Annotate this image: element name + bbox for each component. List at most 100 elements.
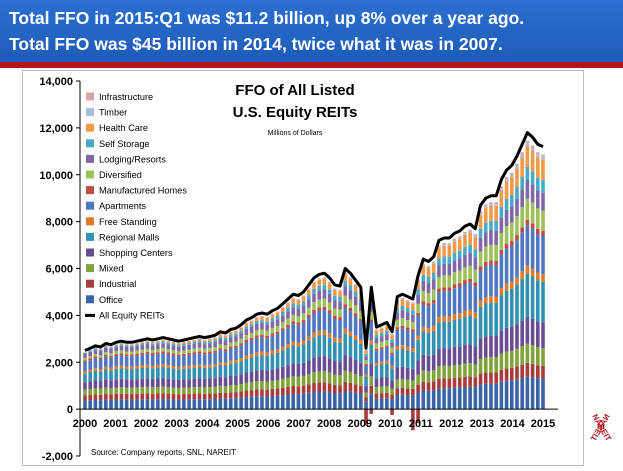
bar-segment bbox=[348, 311, 353, 332]
bar-segment bbox=[385, 363, 389, 377]
chart-legend: Infrastructure Timber Health Care Self Stor… bbox=[85, 92, 187, 320]
bar-segment bbox=[400, 305, 405, 311]
bar-segment bbox=[124, 366, 129, 370]
bar-segment bbox=[161, 364, 165, 367]
bar-segment bbox=[234, 385, 238, 393]
bar-segment bbox=[385, 330, 389, 335]
legend-label: Regional Malls bbox=[99, 232, 160, 242]
bar-segment bbox=[447, 378, 452, 389]
legend-label: Timber bbox=[99, 108, 127, 118]
bar-segment bbox=[359, 393, 363, 410]
bar-segment bbox=[509, 350, 514, 368]
bar-segment bbox=[135, 366, 139, 369]
bar-segment bbox=[447, 287, 452, 292]
bar-segment bbox=[530, 377, 535, 410]
bar-segment bbox=[145, 378, 150, 387]
bar-segment bbox=[104, 399, 108, 410]
x-tick-label: 2015 bbox=[531, 418, 555, 430]
bar-segment bbox=[93, 399, 98, 410]
bar-segment bbox=[411, 395, 415, 410]
bar-segment bbox=[504, 243, 509, 249]
bar-segment bbox=[535, 365, 540, 379]
bar-segment bbox=[504, 179, 509, 182]
bar-segment bbox=[541, 230, 545, 236]
bar-segment bbox=[265, 330, 269, 336]
bar-segment bbox=[338, 393, 342, 410]
bar-segment bbox=[130, 354, 134, 357]
bar-segment bbox=[515, 163, 519, 166]
bar-segment bbox=[286, 347, 290, 366]
bar-segment bbox=[333, 289, 337, 296]
bar-segment bbox=[509, 326, 514, 351]
bar-segment bbox=[130, 387, 134, 395]
bar-segment bbox=[291, 307, 295, 315]
bar-segment bbox=[223, 386, 228, 393]
bar-segment bbox=[515, 165, 519, 169]
bar-segment bbox=[218, 392, 223, 399]
bar-segment bbox=[239, 327, 243, 331]
bar-segment bbox=[114, 368, 119, 380]
bar-segment bbox=[239, 343, 243, 346]
bar-segment bbox=[333, 393, 337, 410]
bar-segment bbox=[473, 269, 478, 283]
bar-segment bbox=[234, 331, 238, 334]
bar-segment bbox=[171, 353, 176, 356]
bar-segment bbox=[249, 321, 254, 325]
bar-segment bbox=[515, 198, 519, 216]
bar-segment bbox=[275, 312, 280, 317]
bar-segment bbox=[468, 253, 472, 266]
bar-segment bbox=[333, 288, 337, 290]
bar-segment bbox=[494, 383, 498, 410]
bar-segment bbox=[343, 370, 348, 382]
bar-segment bbox=[130, 369, 134, 380]
bar-segment bbox=[114, 346, 119, 352]
bar-segment bbox=[447, 275, 452, 288]
bar-segment bbox=[395, 319, 400, 328]
bar-segment bbox=[176, 354, 181, 357]
bar-segment bbox=[463, 363, 467, 377]
bar-segment bbox=[166, 393, 171, 400]
bar-segment bbox=[411, 368, 415, 381]
bar-segment bbox=[223, 349, 228, 352]
bar-segment bbox=[338, 320, 342, 339]
bar-segment bbox=[374, 387, 379, 394]
bar-segment bbox=[213, 347, 217, 351]
bar-segment bbox=[280, 346, 285, 351]
bar-segment bbox=[93, 394, 98, 400]
bar-segment bbox=[98, 369, 103, 372]
bar-segment bbox=[208, 351, 212, 354]
bar-segment bbox=[176, 346, 181, 352]
bar-segment bbox=[317, 299, 322, 308]
bar-segment bbox=[379, 361, 384, 365]
bar-segment bbox=[265, 335, 269, 339]
bar-segment bbox=[254, 370, 259, 382]
bar-segment bbox=[327, 372, 332, 384]
bar-segment bbox=[374, 350, 379, 363]
bar-segment bbox=[135, 350, 139, 354]
bar-segment bbox=[234, 347, 238, 361]
bar-segment bbox=[405, 395, 410, 410]
bar-segment bbox=[442, 243, 446, 245]
bar-segment bbox=[400, 345, 405, 349]
bar-segment bbox=[275, 326, 280, 332]
bar-segment bbox=[353, 316, 358, 336]
bar-segment bbox=[249, 324, 254, 327]
bar-segment bbox=[421, 274, 426, 281]
bar-segment bbox=[489, 244, 493, 261]
bar-segment bbox=[239, 391, 243, 398]
bar-segment bbox=[359, 321, 363, 340]
bar-segment bbox=[182, 379, 186, 388]
bar-segment bbox=[312, 281, 316, 283]
bar-segment bbox=[473, 346, 478, 365]
bar-segment bbox=[530, 145, 535, 148]
bar-segment bbox=[249, 390, 254, 397]
bar-segment bbox=[364, 350, 368, 354]
bar-segment bbox=[535, 280, 540, 322]
bar-segment bbox=[124, 356, 129, 367]
bar-segment bbox=[88, 350, 93, 352]
bar-segment bbox=[525, 265, 530, 274]
bar-segment bbox=[535, 228, 540, 234]
bar-segment bbox=[260, 381, 264, 390]
bar-segment bbox=[280, 307, 285, 312]
bar-segment bbox=[535, 272, 540, 281]
